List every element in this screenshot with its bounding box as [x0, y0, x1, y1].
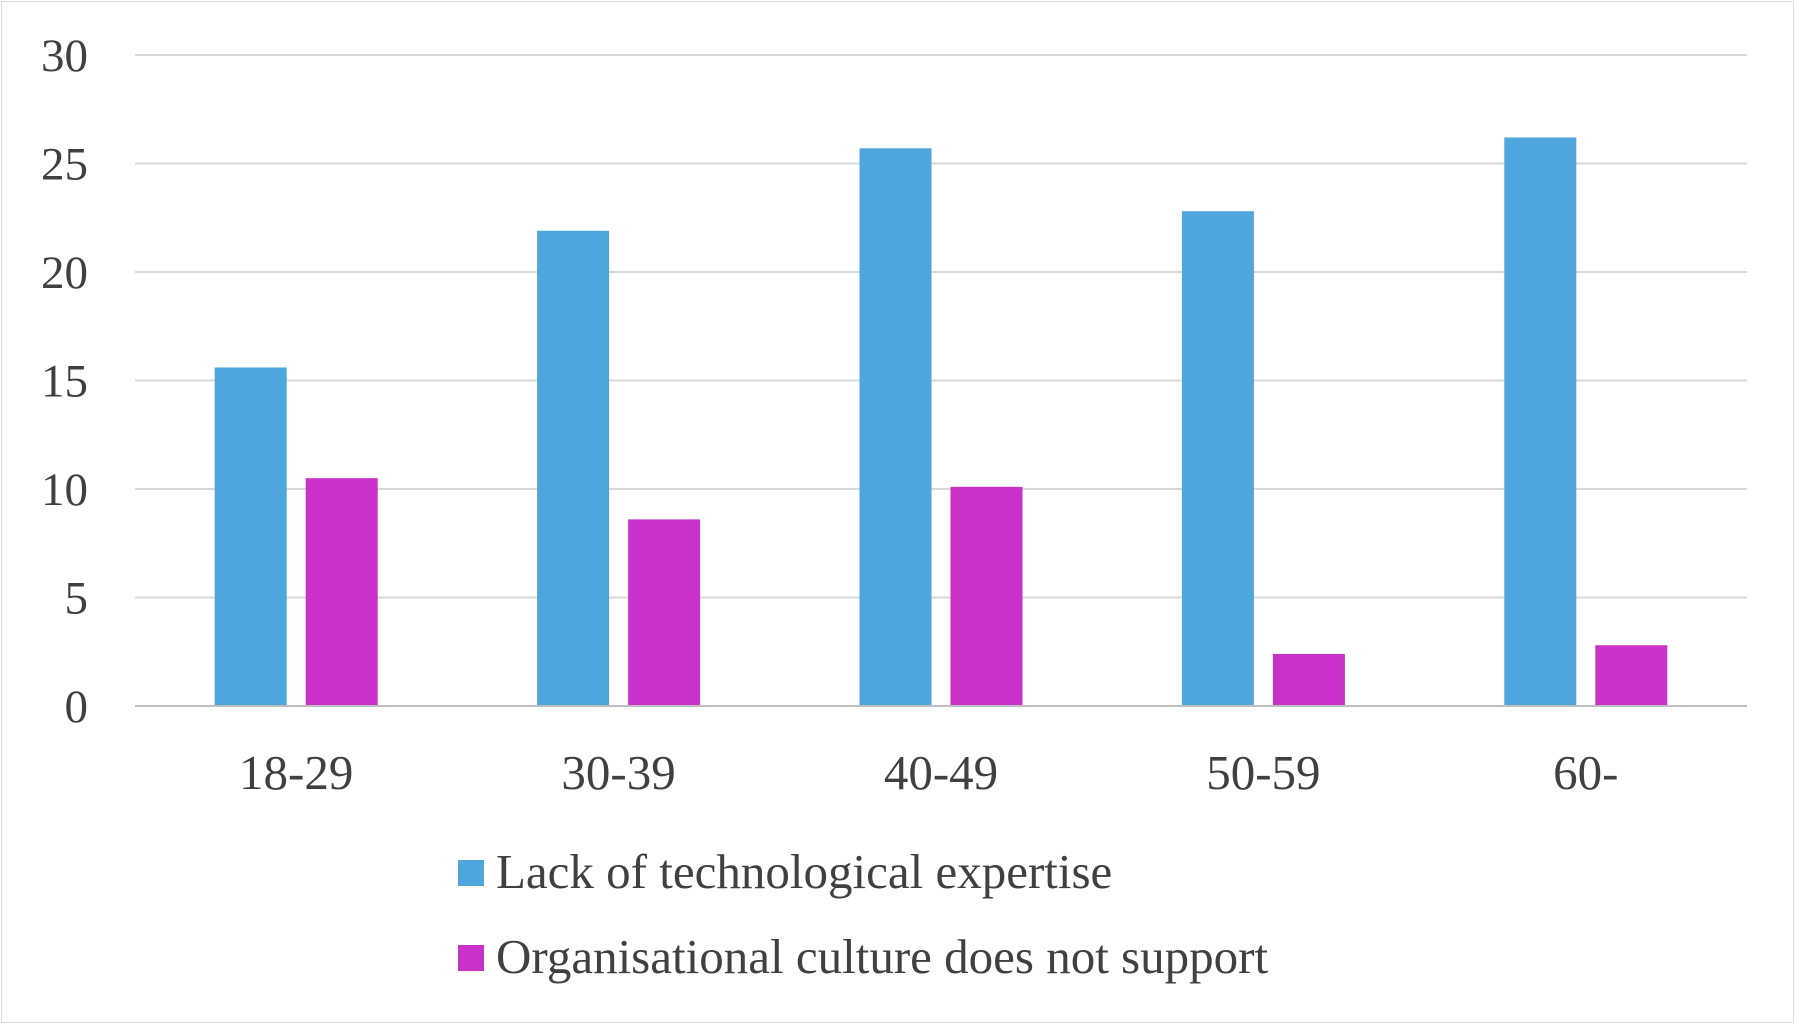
bar-lack-of-technological-expertise-50-59 [1181, 211, 1254, 707]
legend-label: Lack of technological expertise [496, 844, 1112, 899]
legend-swatch [458, 945, 484, 971]
y-tick-label: 25 [41, 139, 88, 191]
y-tick-label: 10 [41, 464, 88, 516]
y-tick-label: 5 [65, 573, 89, 625]
legend-label: Organisational culture does not support [496, 929, 1268, 984]
x-category-label: 60- [1553, 745, 1618, 800]
bar-lack-of-technological-expertise-60- [1504, 137, 1577, 706]
x-category-label: 30-39 [561, 745, 675, 800]
x-category-label: 40-49 [884, 745, 998, 800]
y-tick-label: 30 [41, 30, 88, 82]
legend: Lack of technological expertise Organisat… [458, 844, 1268, 984]
bar-organisational-culture-30-39 [628, 519, 701, 706]
bar-lack-of-technological-expertise-40-49 [859, 148, 932, 706]
bar-lack-of-technological-expertise-30-39 [537, 230, 610, 706]
bar-organisational-culture-18-29 [305, 478, 378, 706]
x-category-label: 50-59 [1206, 745, 1320, 800]
bar-lack-of-technological-expertise-18-29 [214, 367, 287, 706]
bar-organisational-culture-50-59 [1272, 653, 1345, 706]
x-category-label: 18-29 [239, 745, 353, 800]
bars [214, 137, 1668, 707]
legend-swatch [458, 860, 484, 886]
x-axis-categories: 18-29 30-39 40-49 50-59 60- [239, 745, 1618, 800]
y-axis-ticks: 0 5 10 15 20 25 30 [41, 30, 88, 733]
bar-organisational-culture-40-49 [950, 486, 1023, 706]
y-tick-label: 15 [41, 356, 88, 408]
gridlines [135, 54, 1747, 599]
y-tick-label: 20 [41, 247, 88, 299]
y-tick-label: 0 [65, 681, 89, 733]
bar-organisational-culture-60- [1595, 645, 1668, 706]
